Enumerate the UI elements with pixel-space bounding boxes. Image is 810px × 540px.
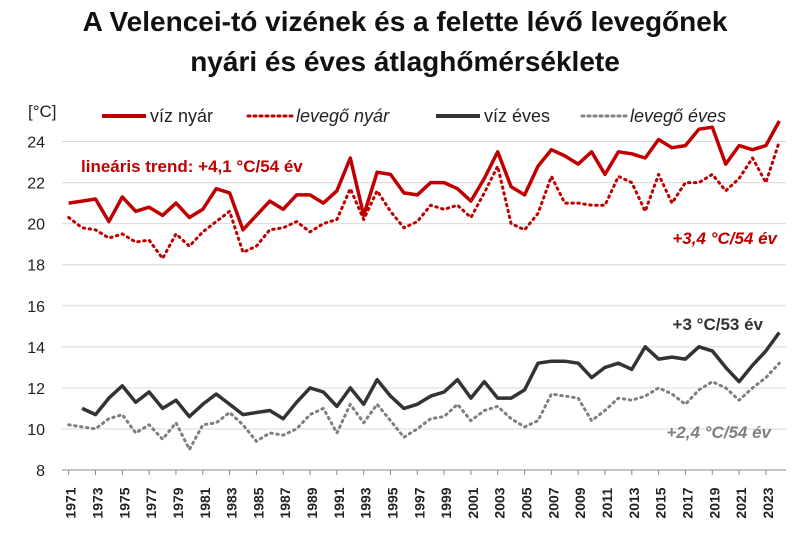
trend-annotation-levego-eves: +2,4 °C/54 év <box>666 423 772 442</box>
trend-annotation-levego-nyar: +3,4 °C/54 év <box>672 229 778 248</box>
x-tick-label: 1997 <box>411 487 427 518</box>
y-axis-ticks: 8 10 12 14 16 18 20 22 24 <box>27 135 45 480</box>
chart-subtitle: nyári és éves átlaghőmérséklete <box>190 46 620 77</box>
y-tick-label: 16 <box>27 299 45 316</box>
x-tick-label: 2011 <box>599 488 615 519</box>
x-tick-label: 1989 <box>304 487 320 518</box>
x-tick-label: 1991 <box>331 487 347 518</box>
series-lines <box>67 120 781 451</box>
series-line-3 <box>67 361 781 451</box>
series-line-0 <box>68 120 781 232</box>
legend: víz nyár levegő nyár víz éves levegő éve… <box>102 106 726 126</box>
x-tick-label: 2015 <box>653 487 669 518</box>
x-tick-label: 2023 <box>760 487 776 518</box>
x-tick-label: 2021 <box>733 487 749 518</box>
y-tick-label: 14 <box>27 340 45 357</box>
x-tick-label: 2013 <box>626 487 642 518</box>
trend-annotation-viz-eves: +3 °C/53 év <box>673 315 764 334</box>
x-tick-label: 2001 <box>465 487 481 518</box>
legend-label-levego-nyar: levegő nyár <box>296 106 390 126</box>
x-tick-label: 2019 <box>706 487 722 518</box>
y-tick-label: 10 <box>27 422 45 439</box>
trend-annotation-viz-nyar: lineáris trend: +4,1 °C/54 év <box>81 157 303 176</box>
x-tick-label: 1975 <box>116 487 132 518</box>
y-tick-label: 22 <box>27 176 45 193</box>
x-tick-label: 1981 <box>197 487 213 518</box>
legend-label-viz-eves: víz éves <box>484 106 550 126</box>
gridlines <box>62 141 786 430</box>
chart-title: A Velencei-tó vizének és a felette lévő … <box>83 6 728 37</box>
x-tick-label: 1993 <box>358 487 374 518</box>
x-tick-label: 2009 <box>572 487 588 518</box>
legend-label-levego-eves: levegő éves <box>630 106 726 126</box>
x-tick-label: 2005 <box>519 487 535 518</box>
x-tick-label: 1985 <box>250 487 266 518</box>
y-tick-label: 12 <box>27 381 45 398</box>
x-tick-label: 1987 <box>277 487 293 518</box>
x-tick-label: 1979 <box>170 487 186 518</box>
x-tick-label: 1983 <box>224 487 240 518</box>
y-tick-label: 20 <box>27 217 45 234</box>
y-tick-label: 18 <box>27 258 45 275</box>
x-tick-label: 2017 <box>679 487 695 518</box>
x-tick-label: 2003 <box>492 487 508 518</box>
x-tick-label: 2007 <box>545 487 561 518</box>
x-tick-label: 1973 <box>90 487 106 518</box>
y-axis-unit: [°C] <box>28 102 57 121</box>
x-tick-label: 1999 <box>438 487 454 518</box>
x-tick-label: 1977 <box>143 487 159 518</box>
series-line-2 <box>81 331 781 421</box>
y-tick-label: 24 <box>27 135 45 152</box>
x-tick-label: 1995 <box>384 487 400 518</box>
y-tick-label: 8 <box>36 463 45 480</box>
legend-label-viz-nyar: víz nyár <box>150 106 213 126</box>
series-line-1 <box>67 140 781 260</box>
x-axis-ticks: 1971 1973 1975 1977 1979 1981 1983 1985 1987 1989… <box>63 470 776 519</box>
x-tick-label: 1971 <box>63 487 79 518</box>
